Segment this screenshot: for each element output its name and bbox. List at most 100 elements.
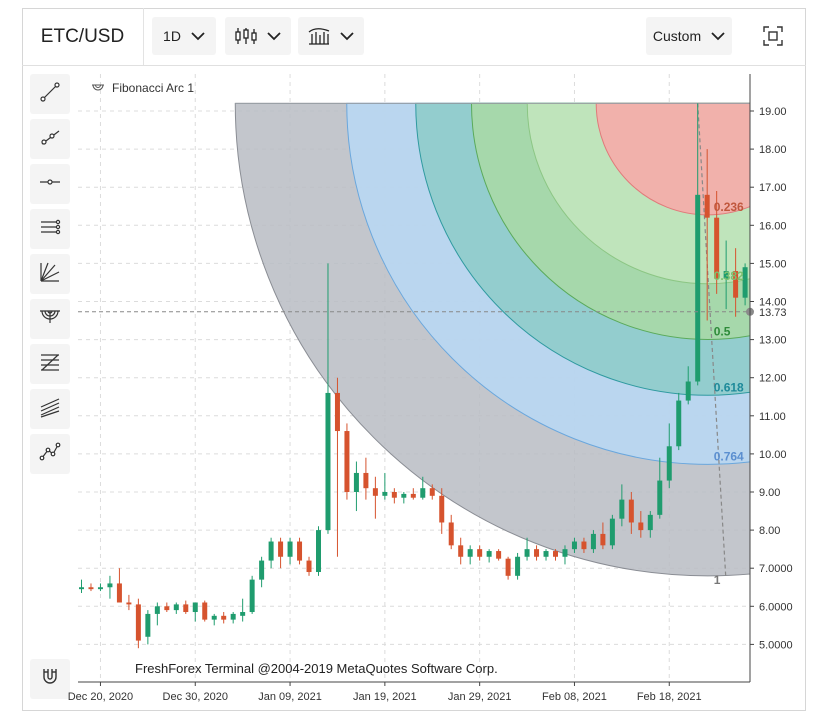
candle-body [704, 194, 710, 218]
price-axis: 5.0000 6.0000 7.0000 8.00 9.00 10.00 11.00 12.0… [749, 74, 793, 682]
time-tick-label: Jan 09, 2021 [258, 691, 322, 703]
candle-body [249, 579, 255, 613]
candle-body [714, 217, 720, 279]
ray-icon [38, 125, 62, 154]
ray-tool[interactable] [30, 119, 70, 159]
candle [581, 537, 587, 553]
candle-body [164, 606, 170, 611]
candle [742, 263, 748, 306]
candle [79, 579, 84, 593]
fibonacci-retracement-icon [38, 350, 62, 379]
candle [534, 545, 540, 561]
current-price-label: 13.73 [759, 307, 787, 319]
fullscreen-button[interactable] [754, 17, 792, 55]
candle-body [363, 472, 369, 489]
price-tick-label: 14.00 [759, 297, 787, 309]
fibonacci-arc-tool[interactable] [30, 299, 70, 339]
time-tick-label: Feb 08, 2021 [542, 691, 607, 703]
timeframe-selector[interactable]: 1D [152, 17, 216, 55]
candle-body [391, 492, 397, 498]
magnet-tool[interactable] [30, 659, 70, 699]
candle-body [477, 549, 483, 557]
pitchfork-tool[interactable] [30, 389, 70, 429]
candle [448, 514, 454, 550]
candle-body [619, 499, 625, 519]
candle [306, 556, 312, 576]
horizontal-line-tool[interactable] [30, 164, 70, 204]
fib-level-label: 0.764 [714, 449, 744, 463]
candle [259, 556, 265, 588]
chart-type-selector[interactable] [225, 17, 291, 55]
candle-body [685, 381, 691, 401]
candle [164, 602, 170, 613]
candle-body [372, 488, 378, 496]
fibonacci-fan-tool[interactable] [30, 254, 70, 294]
fib-level-label: 1 [714, 573, 721, 587]
price-tick-label: 8.00 [759, 525, 780, 537]
polyline-tool[interactable] [30, 434, 70, 474]
time-tick-label: Dec 20, 2020 [68, 691, 133, 703]
candle [657, 457, 663, 519]
candle-body [334, 392, 340, 432]
candle [344, 423, 350, 500]
candle-body [173, 604, 179, 611]
candle [202, 600, 208, 622]
candle [458, 537, 464, 565]
candle [154, 602, 160, 626]
watermark: FreshForex Terminal @2004-2019 MetaQuote… [135, 661, 498, 676]
price-tick-label: 6.0000 [759, 601, 793, 613]
range-selector[interactable]: Custom [646, 17, 732, 55]
fibonacci-arc-drawing[interactable] [234, 102, 820, 577]
candle-body [524, 549, 530, 557]
candle-body [695, 194, 701, 382]
candle [543, 549, 549, 561]
candle-body [230, 613, 236, 620]
candle-body [562, 549, 568, 557]
parallel-channel-tool[interactable] [30, 209, 70, 249]
fib-arc-0-236 [595, 102, 750, 216]
price-tick-label: 15.00 [759, 258, 787, 270]
candle-body [496, 551, 502, 559]
candle-body [571, 541, 577, 550]
candle-body [135, 604, 141, 641]
candle [647, 511, 653, 538]
candle-body [154, 606, 160, 614]
study-label: Fibonacci Arc 1 [112, 81, 194, 95]
candle [467, 545, 473, 565]
candle-body [221, 615, 227, 620]
candle [88, 583, 94, 592]
price-tick-label: 9.00 [759, 487, 780, 499]
study-legend[interactable]: Fibonacci Arc 1 [92, 81, 194, 95]
fib-level-label: 0.618 [714, 380, 744, 394]
candle [249, 575, 255, 614]
price-tick-label: 13.00 [759, 335, 787, 347]
price-tick-label: 5.0000 [759, 639, 793, 651]
candle-body [609, 518, 615, 546]
trend-line-icon [38, 80, 62, 109]
trend-line-tool[interactable] [30, 74, 70, 114]
candle-body [666, 446, 672, 481]
candle-body [628, 499, 634, 523]
price-tick-label: 18.00 [759, 144, 787, 156]
candle [97, 583, 103, 592]
candle [192, 602, 198, 622]
fibonacci-retracement-tool[interactable] [30, 344, 70, 384]
fibonacci-fan-icon [38, 260, 62, 289]
indicators-selector[interactable] [298, 17, 364, 55]
candle-body [439, 495, 445, 523]
candle-body [676, 400, 682, 447]
candle-body [590, 533, 596, 550]
price-tick-label: 11.00 [759, 411, 786, 423]
candle [145, 610, 151, 645]
candle [619, 484, 625, 527]
symbol-title[interactable]: ETC/USD [22, 8, 144, 65]
chart-overlay: 1 0.764 0.618 0.5 0.382 0.236 13.73 [78, 200, 787, 587]
candle [477, 545, 483, 561]
candle-body [401, 493, 407, 498]
candle [278, 537, 284, 569]
candle [553, 549, 558, 561]
chevron-down-icon [340, 31, 354, 41]
candle-body [534, 549, 540, 557]
price-tick-label: 7.0000 [759, 563, 793, 575]
